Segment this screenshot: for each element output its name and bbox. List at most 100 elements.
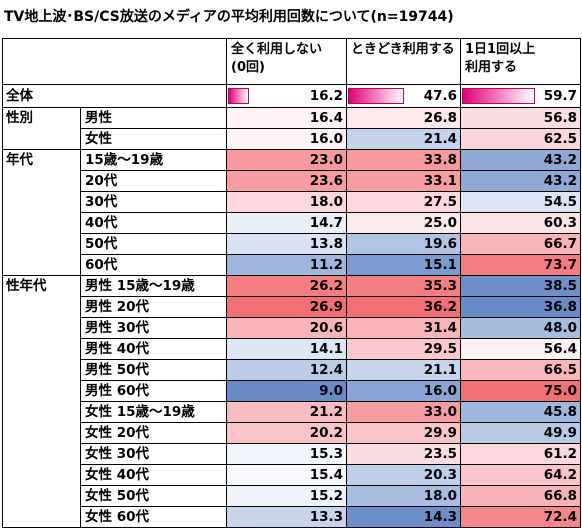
value-cell: 36.2 xyxy=(346,296,461,318)
value-cell: 38.5 xyxy=(460,275,581,297)
value-cell: 13.3 xyxy=(226,506,347,528)
table-row: 20代 23.6 33.1 43.2 xyxy=(2,170,581,192)
row-label: 女性 30代 xyxy=(80,443,227,465)
group-label: 性別 xyxy=(2,107,81,129)
table-row: 女性 15歳～19歳 21.2 33.0 45.8 xyxy=(2,401,581,423)
value-cell: 45.8 xyxy=(460,401,581,423)
total-value: 59.7 xyxy=(543,88,577,104)
value-cell: 23.5 xyxy=(346,443,461,465)
value-cell: 14.3 xyxy=(346,506,461,528)
value-cell: 56.4 xyxy=(460,338,581,360)
group-label xyxy=(2,422,81,444)
row-label: 女性 xyxy=(80,128,227,150)
group-label xyxy=(2,233,81,255)
total-value-cell: 47.6 xyxy=(346,84,461,108)
value-cell: 35.3 xyxy=(346,275,461,297)
group-label xyxy=(2,338,81,360)
value-cell: 27.5 xyxy=(346,191,461,213)
value-cell: 14.1 xyxy=(226,338,347,360)
row-label: 30代 xyxy=(80,191,227,213)
group-label: 年代 xyxy=(2,149,81,171)
value-cell: 31.4 xyxy=(346,317,461,339)
table-row: 性年代 男性 15歳～19歳 26.2 35.3 38.5 xyxy=(2,275,581,297)
table-row: 女性 60代 13.3 14.3 72.4 xyxy=(2,506,581,528)
value-cell: 43.2 xyxy=(460,170,581,192)
value-cell: 66.7 xyxy=(460,233,581,255)
value-cell: 43.2 xyxy=(460,149,581,171)
value-cell: 19.6 xyxy=(346,233,461,255)
total-value-cell: 16.2 xyxy=(226,84,347,108)
table-row: 性別 男性 16.4 26.8 56.8 xyxy=(2,107,581,129)
header-blank xyxy=(80,38,227,85)
value-cell: 11.2 xyxy=(226,254,347,276)
value-cell: 21.2 xyxy=(226,401,347,423)
total-value-cell: 59.7 xyxy=(460,84,581,108)
value-cell: 29.9 xyxy=(346,422,461,444)
group-label xyxy=(2,380,81,402)
value-cell: 20.6 xyxy=(226,317,347,339)
row-label: 男性 50代 xyxy=(80,359,227,381)
header-blank xyxy=(2,38,81,85)
group-label: 性年代 xyxy=(2,275,81,297)
value-cell: 36.8 xyxy=(460,296,581,318)
value-cell: 25.0 xyxy=(346,212,461,234)
table-row: 男性 30代 20.6 31.4 48.0 xyxy=(2,317,581,339)
row-label: 男性 20代 xyxy=(80,296,227,318)
value-cell: 33.8 xyxy=(346,149,461,171)
group-label xyxy=(2,296,81,318)
value-cell: 66.8 xyxy=(460,485,581,507)
row-label: 女性 20代 xyxy=(80,422,227,444)
table-row: 女性 40代 15.4 20.3 64.2 xyxy=(2,464,581,486)
total-value: 16.2 xyxy=(309,88,343,104)
column-header: 1日1回以上 利用する xyxy=(460,38,581,85)
group-label xyxy=(2,191,81,213)
column-header-line: 利用する xyxy=(465,60,518,75)
table-row: 男性 40代 14.1 29.5 56.4 xyxy=(2,338,581,360)
column-header-line: ときどき利用する xyxy=(351,42,455,57)
value-cell: 72.4 xyxy=(460,506,581,528)
group-label xyxy=(2,485,81,507)
table-row: 40代 14.7 25.0 60.3 xyxy=(2,212,581,234)
page-title: TV地上波･BS/CS放送のメディアの平均利用回数について(n=19744) xyxy=(4,9,454,25)
total-value: 47.6 xyxy=(423,88,457,104)
value-cell: 66.5 xyxy=(460,359,581,381)
table-row: 女性 20代 20.2 29.9 49.9 xyxy=(2,422,581,444)
group-label xyxy=(2,443,81,465)
row-label: 50代 xyxy=(80,233,227,255)
value-cell: 18.0 xyxy=(346,485,461,507)
value-cell: 60.3 xyxy=(460,212,581,234)
row-label: 40代 xyxy=(80,212,227,234)
value-cell: 15.4 xyxy=(226,464,347,486)
table-row: 60代 11.2 15.1 73.7 xyxy=(2,254,581,276)
total-bar xyxy=(228,88,250,104)
column-header: 全く利用しない (0回) xyxy=(226,38,347,85)
value-cell: 15.1 xyxy=(346,254,461,276)
value-cell: 54.5 xyxy=(460,191,581,213)
column-header-line: 1日1回以上 xyxy=(465,42,536,57)
value-cell: 26.9 xyxy=(226,296,347,318)
group-label xyxy=(2,464,81,486)
value-cell: 16.4 xyxy=(226,107,347,129)
row-label: 男性 60代 xyxy=(80,380,227,402)
row-label: 男性 xyxy=(80,107,227,129)
column-header: ときどき利用する xyxy=(346,38,461,85)
table-row: 男性 20代 26.9 36.2 36.8 xyxy=(2,296,581,318)
data-table: 全く利用しない (0回) ときどき利用する 1日1回以上 利用する 全体 16.2 47.6 5… xyxy=(2,38,581,528)
value-cell: 61.2 xyxy=(460,443,581,465)
group-label xyxy=(2,506,81,528)
table-row: 50代 13.8 19.6 66.7 xyxy=(2,233,581,255)
row-label: 男性 15歳～19歳 xyxy=(80,275,227,297)
table-row: 女性 30代 15.3 23.5 61.2 xyxy=(2,443,581,465)
row-label: 女性 60代 xyxy=(80,506,227,528)
value-cell: 75.0 xyxy=(460,380,581,402)
value-cell: 49.9 xyxy=(460,422,581,444)
total-bar xyxy=(462,88,536,104)
table-row: 年代 15歳～19歳 23.0 33.8 43.2 xyxy=(2,149,581,171)
value-cell: 23.6 xyxy=(226,170,347,192)
table-row: 男性 50代 12.4 21.1 66.5 xyxy=(2,359,581,381)
value-cell: 20.3 xyxy=(346,464,461,486)
group-label xyxy=(2,359,81,381)
row-label: 男性 30代 xyxy=(80,317,227,339)
value-cell: 21.1 xyxy=(346,359,461,381)
value-cell: 26.2 xyxy=(226,275,347,297)
